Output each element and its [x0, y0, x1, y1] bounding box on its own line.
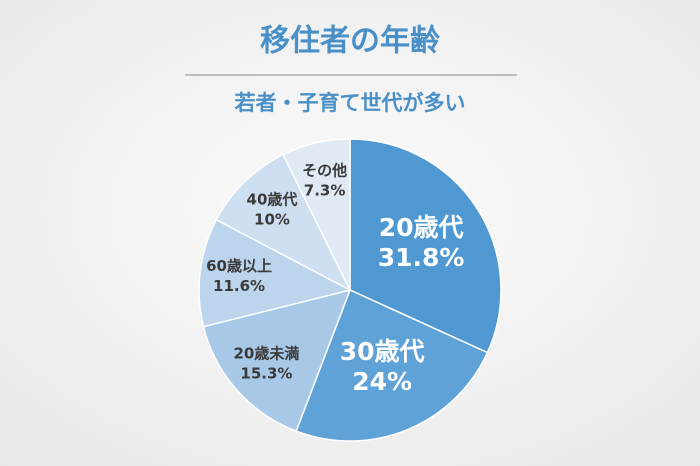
slice-label: 40歳代: [247, 191, 298, 209]
slice-value-label: 11.6%: [213, 277, 265, 295]
pie-slice: [349, 138, 502, 354]
slice-value-label: 31.8%: [378, 243, 465, 272]
slice-label: その他: [302, 162, 347, 180]
slice-label: 30歳代: [340, 337, 425, 366]
pie-slice: [202, 288, 352, 433]
pie-slice: [198, 218, 353, 328]
slice-value-label: 7.3%: [304, 182, 346, 200]
slice-value-label: 15.3%: [240, 365, 292, 383]
slice-label: 60歳以上: [206, 257, 272, 275]
pie-slice: [215, 153, 352, 292]
slice-label: 20歳代: [379, 213, 464, 242]
pie-slice: [295, 288, 489, 442]
chart-title: 移住者の年齢: [260, 24, 440, 59]
slice-value-label: 24%: [352, 367, 412, 396]
slice-label: 20歳未満: [233, 345, 299, 363]
pie-slice: [282, 138, 351, 291]
slice-value-label: 10%: [254, 211, 290, 229]
chart-subtitle: 若者・子育て世代が多い: [234, 91, 466, 115]
